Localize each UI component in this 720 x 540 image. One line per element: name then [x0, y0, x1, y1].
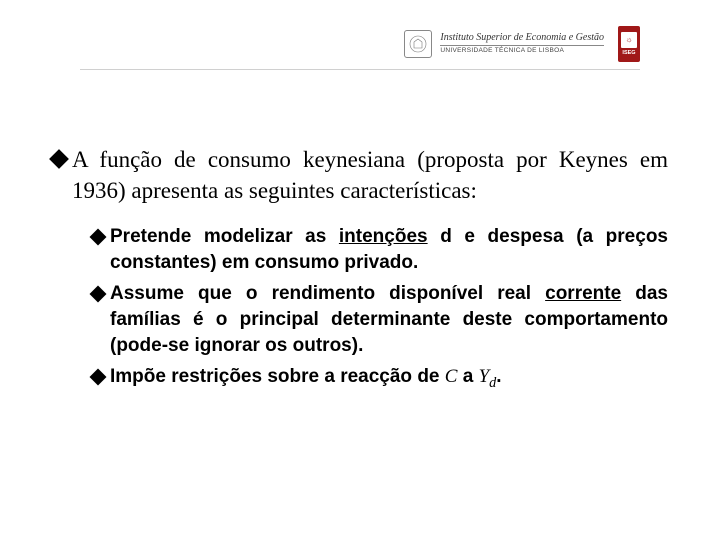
sub-bullet-1: Pretende modelizar as intenções d e desp…	[92, 224, 668, 275]
sub-text-1: Pretende modelizar as intenções d e desp…	[110, 224, 668, 275]
diamond-bullet-icon	[49, 149, 69, 169]
institution-subtitle: UNIVERSIDADE TÉCNICA DE LISBOA	[440, 45, 604, 54]
main-text: A função de consumo keynesiana (proposta…	[72, 144, 668, 206]
diamond-bullet-icon	[90, 229, 107, 246]
iseg-logo-text: ISEG	[622, 50, 635, 56]
slide-content: A função de consumo keynesiana (proposta…	[52, 144, 668, 399]
diamond-bullet-icon	[90, 286, 107, 303]
sub-text-2: Assume que o rendimento disponível real …	[110, 281, 668, 358]
sub-text-3: Impõe restrições sobre a reacção de C a …	[110, 364, 668, 393]
university-seal-icon	[404, 30, 432, 58]
institution-name: Instituto Superior de Economia e Gestão	[440, 32, 604, 43]
main-bullet: A função de consumo keynesiana (proposta…	[52, 144, 668, 206]
sub-bullet-3: Impõe restrições sobre a reacção de C a …	[92, 364, 668, 393]
institution-block: Instituto Superior de Economia e Gestão …	[440, 32, 604, 54]
iseg-logo-icon: ☼ ISEG	[618, 26, 640, 62]
slide-header: Instituto Superior de Economia e Gestão …	[80, 22, 640, 70]
sub-bullet-list: Pretende modelizar as intenções d e desp…	[92, 224, 668, 393]
sub-bullet-2: Assume que o rendimento disponível real …	[92, 281, 668, 358]
diamond-bullet-icon	[90, 369, 107, 386]
